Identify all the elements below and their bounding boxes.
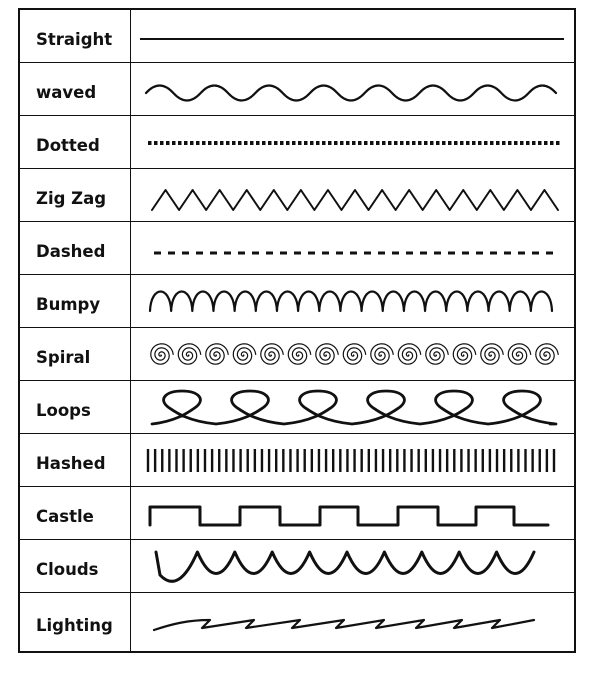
row-hashed: Hashed [20,434,574,487]
line-styles-chart: Straight waved Dotted Zig Zag Dashed Bum… [18,8,576,653]
row-label: Dashed [20,222,131,274]
sample-zigzag [132,169,574,221]
spiral-coil [287,343,312,365]
spiral-coil [370,343,394,365]
lighting-line [152,618,536,632]
clouds-line [154,550,536,583]
row-label: Castle [20,487,131,539]
spiral-coil [205,343,229,365]
sample-waved [132,63,574,115]
row-label: Spiral [20,328,131,380]
sample-castle [132,487,574,539]
spiral-coil [342,343,367,365]
row-spiral: Spiral [20,328,574,381]
spiral-coil [507,343,532,365]
row-bumpy: Bumpy [20,275,574,328]
row-label: Lighting [20,593,131,651]
row-waved: waved [20,63,574,116]
row-label: Clouds [20,540,131,592]
row-loops: Loops [20,381,574,434]
spiral-coil [260,343,284,365]
spiral-coil [452,343,477,365]
row-zigzag: Zig Zag [20,169,574,222]
waved-line [144,84,558,102]
row-label: Straight [20,10,131,62]
spiral-coil [232,343,257,365]
spiral-coil [425,343,449,365]
sample-dotted [132,116,574,168]
row-castle: Castle [20,487,574,540]
row-dashed: Dashed [20,222,574,275]
row-label: Dotted [20,116,131,168]
sample-hashed [132,434,574,486]
sample-loops [132,381,574,433]
sample-clouds [132,540,574,592]
row-label: Hashed [20,434,131,486]
row-dotted: Dotted [20,116,574,169]
row-clouds: Clouds [20,540,574,593]
castle-line [148,505,550,527]
row-straight: Straight [20,10,574,63]
sample-straight [132,10,574,62]
spiral-coil [480,343,504,365]
spiral-coil [397,343,422,365]
row-label: Zig Zag [20,169,131,221]
spiral-coil [150,343,174,365]
loops-line [150,389,558,426]
spiral-coil [315,343,339,365]
spiral-coil [177,343,202,365]
sample-dashed [132,222,574,274]
sample-lighting [132,593,574,651]
sample-spiral [132,328,574,380]
row-label: Bumpy [20,275,131,327]
row-label: waved [20,63,131,115]
bumpy-line [148,290,554,313]
zigzag-line [151,189,559,211]
row-label: Loops [20,381,131,433]
spiral-coil [535,343,559,365]
row-lighting: Lighting [20,593,574,651]
sample-bumpy [132,275,574,327]
